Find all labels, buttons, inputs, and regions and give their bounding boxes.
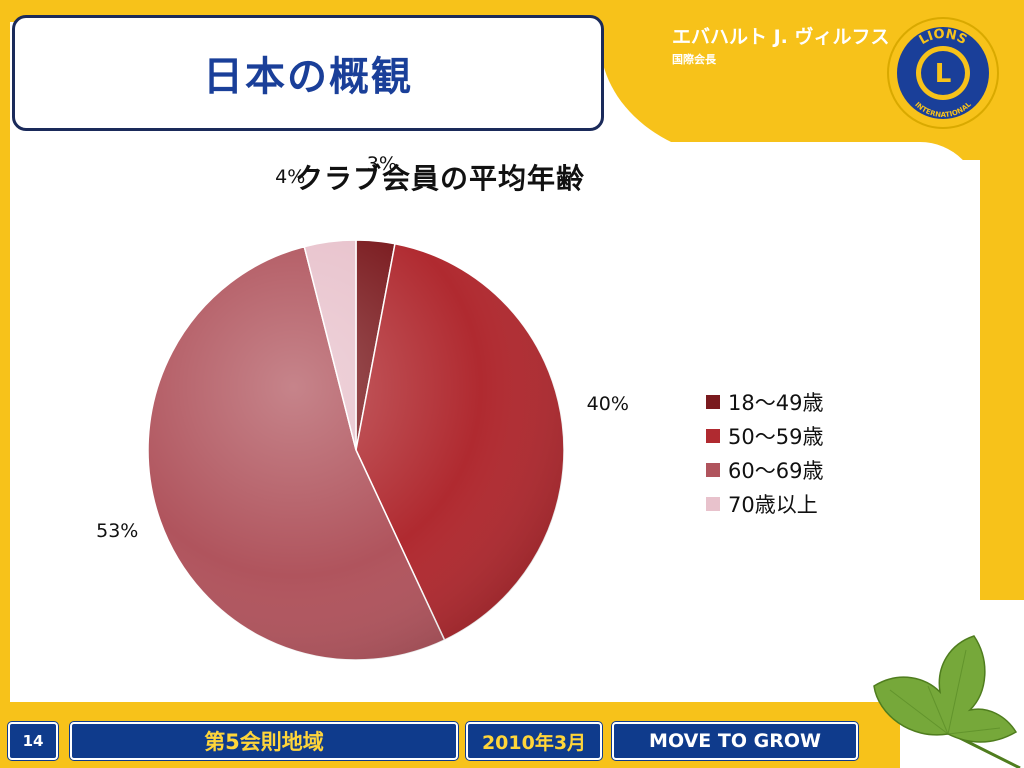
title-box: 日本の概観	[12, 15, 604, 131]
logo-text-top: LIONS	[917, 27, 970, 48]
legend-item-2: 50〜59歳	[706, 419, 823, 453]
legend-label-2: 50〜59歳	[728, 425, 824, 449]
legend-swatch-2	[706, 429, 720, 443]
legend-swatch-3	[706, 463, 720, 477]
chart-title: クラブ会員の平均年齢	[294, 162, 585, 195]
logo-letter: L	[935, 59, 952, 89]
slice-label-2: 40%	[587, 393, 629, 415]
legend-swatch-1	[706, 395, 720, 409]
page-number: 14	[8, 722, 58, 760]
legend-item-4: 70歳以上	[706, 487, 823, 521]
footer-slogan-text: MOVE TO GROW	[649, 730, 821, 752]
presenter-role: 国際会長	[672, 53, 716, 66]
legend-label-1: 18〜49歳	[728, 391, 824, 415]
lions-logo-icon: LIONS L INTERNATIONAL	[887, 17, 999, 129]
slice-label-3: 53%	[96, 520, 138, 542]
page-number-text: 14	[22, 732, 44, 750]
footer-district: 第5会則地域	[70, 722, 458, 760]
footer-district-text: 第5会則地域	[204, 730, 324, 754]
page-title: 日本の概観	[203, 54, 413, 100]
slice-label-4: 4%	[275, 166, 305, 188]
presenter-name: エバハルト J. ヴィルフス	[672, 26, 890, 48]
footer-slogan: MOVE TO GROW	[612, 722, 858, 760]
chart-legend: 18〜49歳 50〜59歳 60〜69歳 70歳以上	[706, 385, 823, 521]
slice-label-1: 3%	[367, 153, 397, 175]
legend-item-3: 60〜69歳	[706, 453, 823, 487]
presenter-block: エバハルト J. ヴィルフス 国際会長	[672, 22, 890, 67]
footer-date-text: 2010年3月	[481, 731, 587, 754]
ginkgo-leaf-icon	[873, 635, 1021, 768]
legend-label-3: 60〜69歳	[728, 459, 824, 483]
footer-date: 2010年3月	[466, 722, 602, 760]
legend-swatch-4	[706, 497, 720, 511]
frame-left	[0, 0, 10, 768]
legend-item-1: 18〜49歳	[706, 385, 823, 419]
legend-label-4: 70歳以上	[728, 493, 818, 517]
